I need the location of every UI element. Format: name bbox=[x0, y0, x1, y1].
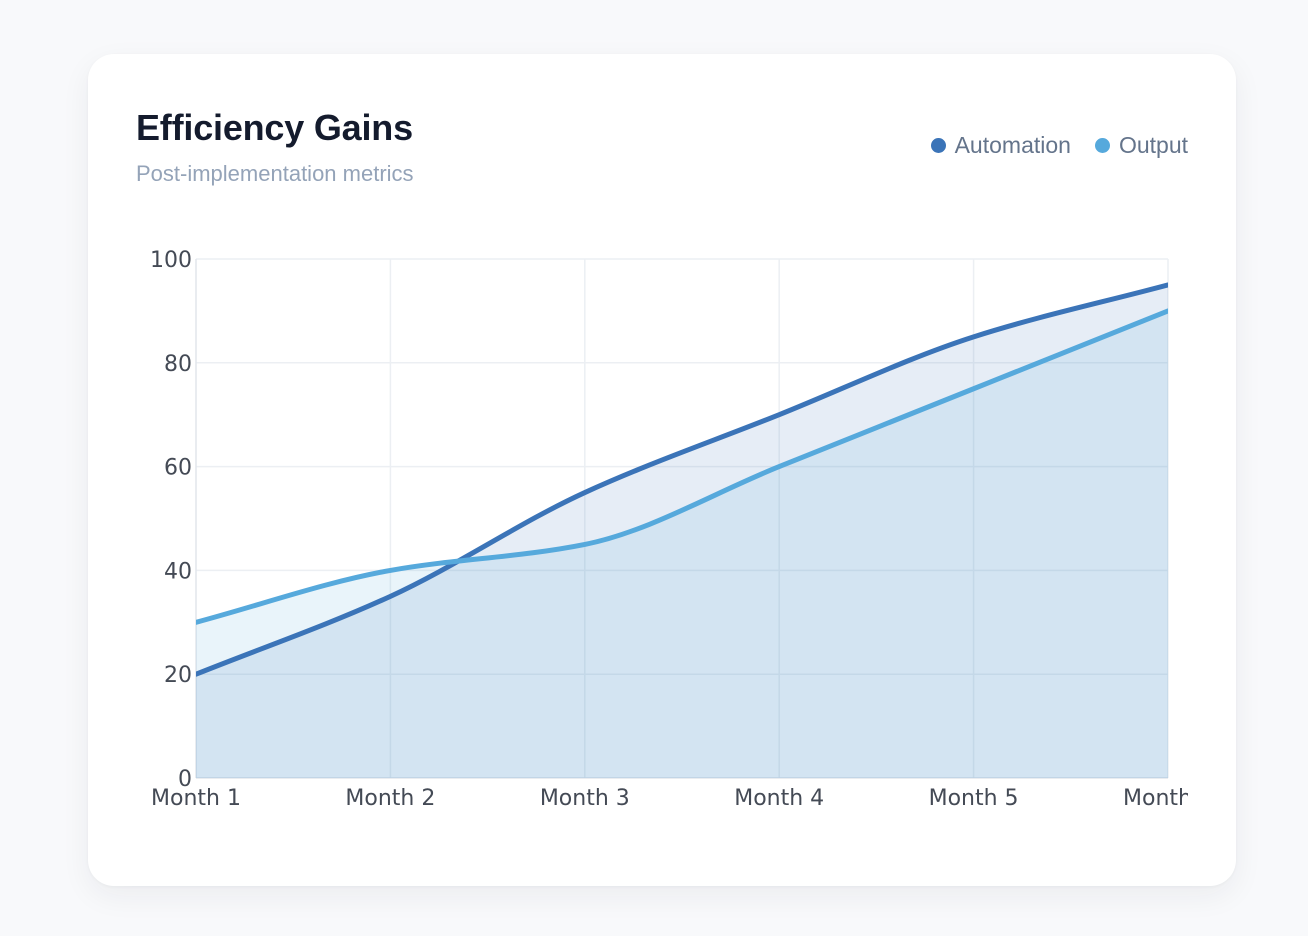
x-tick-label-4: Month 4 bbox=[734, 786, 824, 811]
line-automation bbox=[196, 282, 1168, 677]
legend-item-output[interactable]: Output bbox=[1094, 131, 1188, 159]
x-tick-label-2: Month 2 bbox=[345, 786, 435, 811]
x-axis-ticks: Month 1 Month 2 Month 3 Month 4 Month 5 Month… bbox=[151, 786, 1213, 811]
y-tick-label-80: 80 bbox=[164, 352, 192, 377]
legend-label-output: Output bbox=[1118, 132, 1188, 158]
chart-title: Efficiency Gains bbox=[136, 107, 413, 148]
y-tick-label-0: 0 bbox=[178, 767, 192, 792]
line-output bbox=[196, 308, 1168, 625]
chart-subtitle: Post-implementation metrics bbox=[136, 161, 414, 186]
y-tick-label-100: 100 bbox=[150, 248, 192, 273]
chart-card: Efficiency Gains Post-implementation met… bbox=[88, 54, 1236, 886]
series-areas bbox=[196, 284, 1168, 778]
chart-legend: Automation Output bbox=[930, 131, 1188, 159]
y-tick-label-20: 20 bbox=[164, 663, 192, 688]
x-tick-label-5: Month 5 bbox=[929, 786, 1019, 811]
chart-area: 0 20 40 60 80 100 Month 1 Month 2 Month 3 Month … bbox=[88, 54, 1236, 886]
legend-item-automation[interactable]: Automation bbox=[930, 131, 1071, 159]
area-output bbox=[196, 310, 1168, 778]
series-lines bbox=[196, 282, 1168, 677]
grid-lines bbox=[195, 258, 1169, 779]
y-axis-ticks: 0 20 40 60 80 100 bbox=[150, 248, 192, 792]
y-tick-label-40: 40 bbox=[164, 559, 192, 584]
legend-label-automation: Automation bbox=[954, 132, 1071, 158]
x-tick-label-3: Month 3 bbox=[540, 786, 630, 811]
legend-swatch-output bbox=[1094, 137, 1110, 153]
legend-swatch-automation bbox=[930, 137, 946, 153]
y-tick-label-60: 60 bbox=[164, 456, 192, 481]
x-tick-label-1: Month 1 bbox=[151, 786, 241, 811]
x-tick-label-6: Month 6 bbox=[1123, 786, 1213, 811]
